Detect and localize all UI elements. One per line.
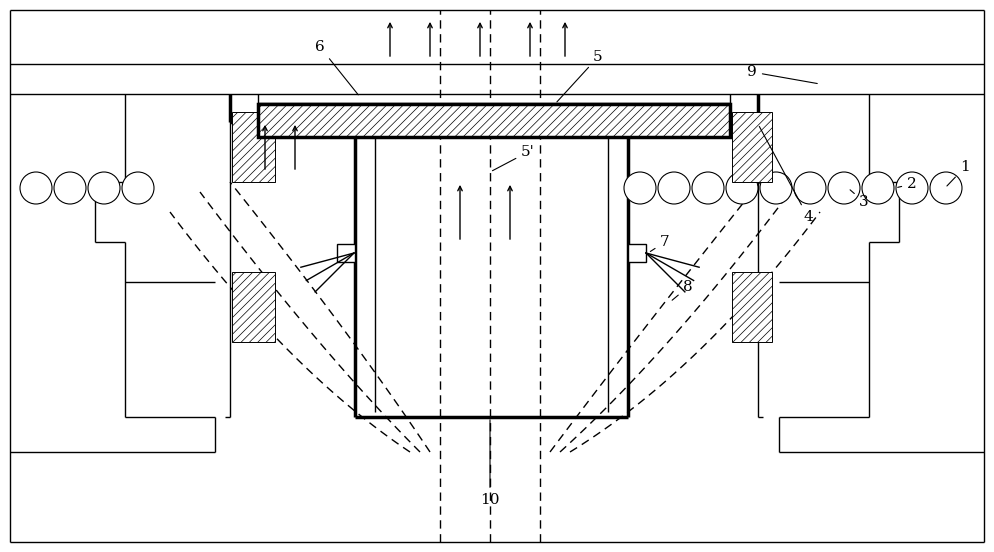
Circle shape (794, 172, 826, 204)
Text: 2: 2 (898, 177, 916, 191)
Text: 9: 9 (747, 65, 817, 83)
Bar (258, 104, 730, 137)
Text: 3: 3 (850, 190, 869, 209)
Text: 8: 8 (672, 280, 693, 300)
Bar (732, 272, 772, 342)
Circle shape (760, 172, 792, 204)
Circle shape (896, 172, 928, 204)
Circle shape (658, 172, 690, 204)
Circle shape (122, 172, 154, 204)
Circle shape (726, 172, 758, 204)
Text: 10: 10 (480, 420, 500, 507)
Circle shape (20, 172, 52, 204)
Bar (628, 244, 646, 262)
Circle shape (54, 172, 86, 204)
Bar (232, 112, 275, 182)
Circle shape (930, 172, 962, 204)
Text: 1: 1 (947, 160, 970, 186)
Text: 4: 4 (759, 126, 813, 224)
Text: 5': 5' (492, 145, 535, 171)
Circle shape (862, 172, 894, 204)
Text: 7: 7 (650, 235, 670, 252)
Text: 6: 6 (315, 40, 358, 95)
Bar (337, 244, 355, 262)
Circle shape (624, 172, 656, 204)
Bar (232, 272, 275, 342)
Circle shape (828, 172, 860, 204)
Circle shape (692, 172, 724, 204)
Text: 5: 5 (557, 50, 602, 102)
Bar (732, 112, 772, 182)
Circle shape (88, 172, 120, 204)
